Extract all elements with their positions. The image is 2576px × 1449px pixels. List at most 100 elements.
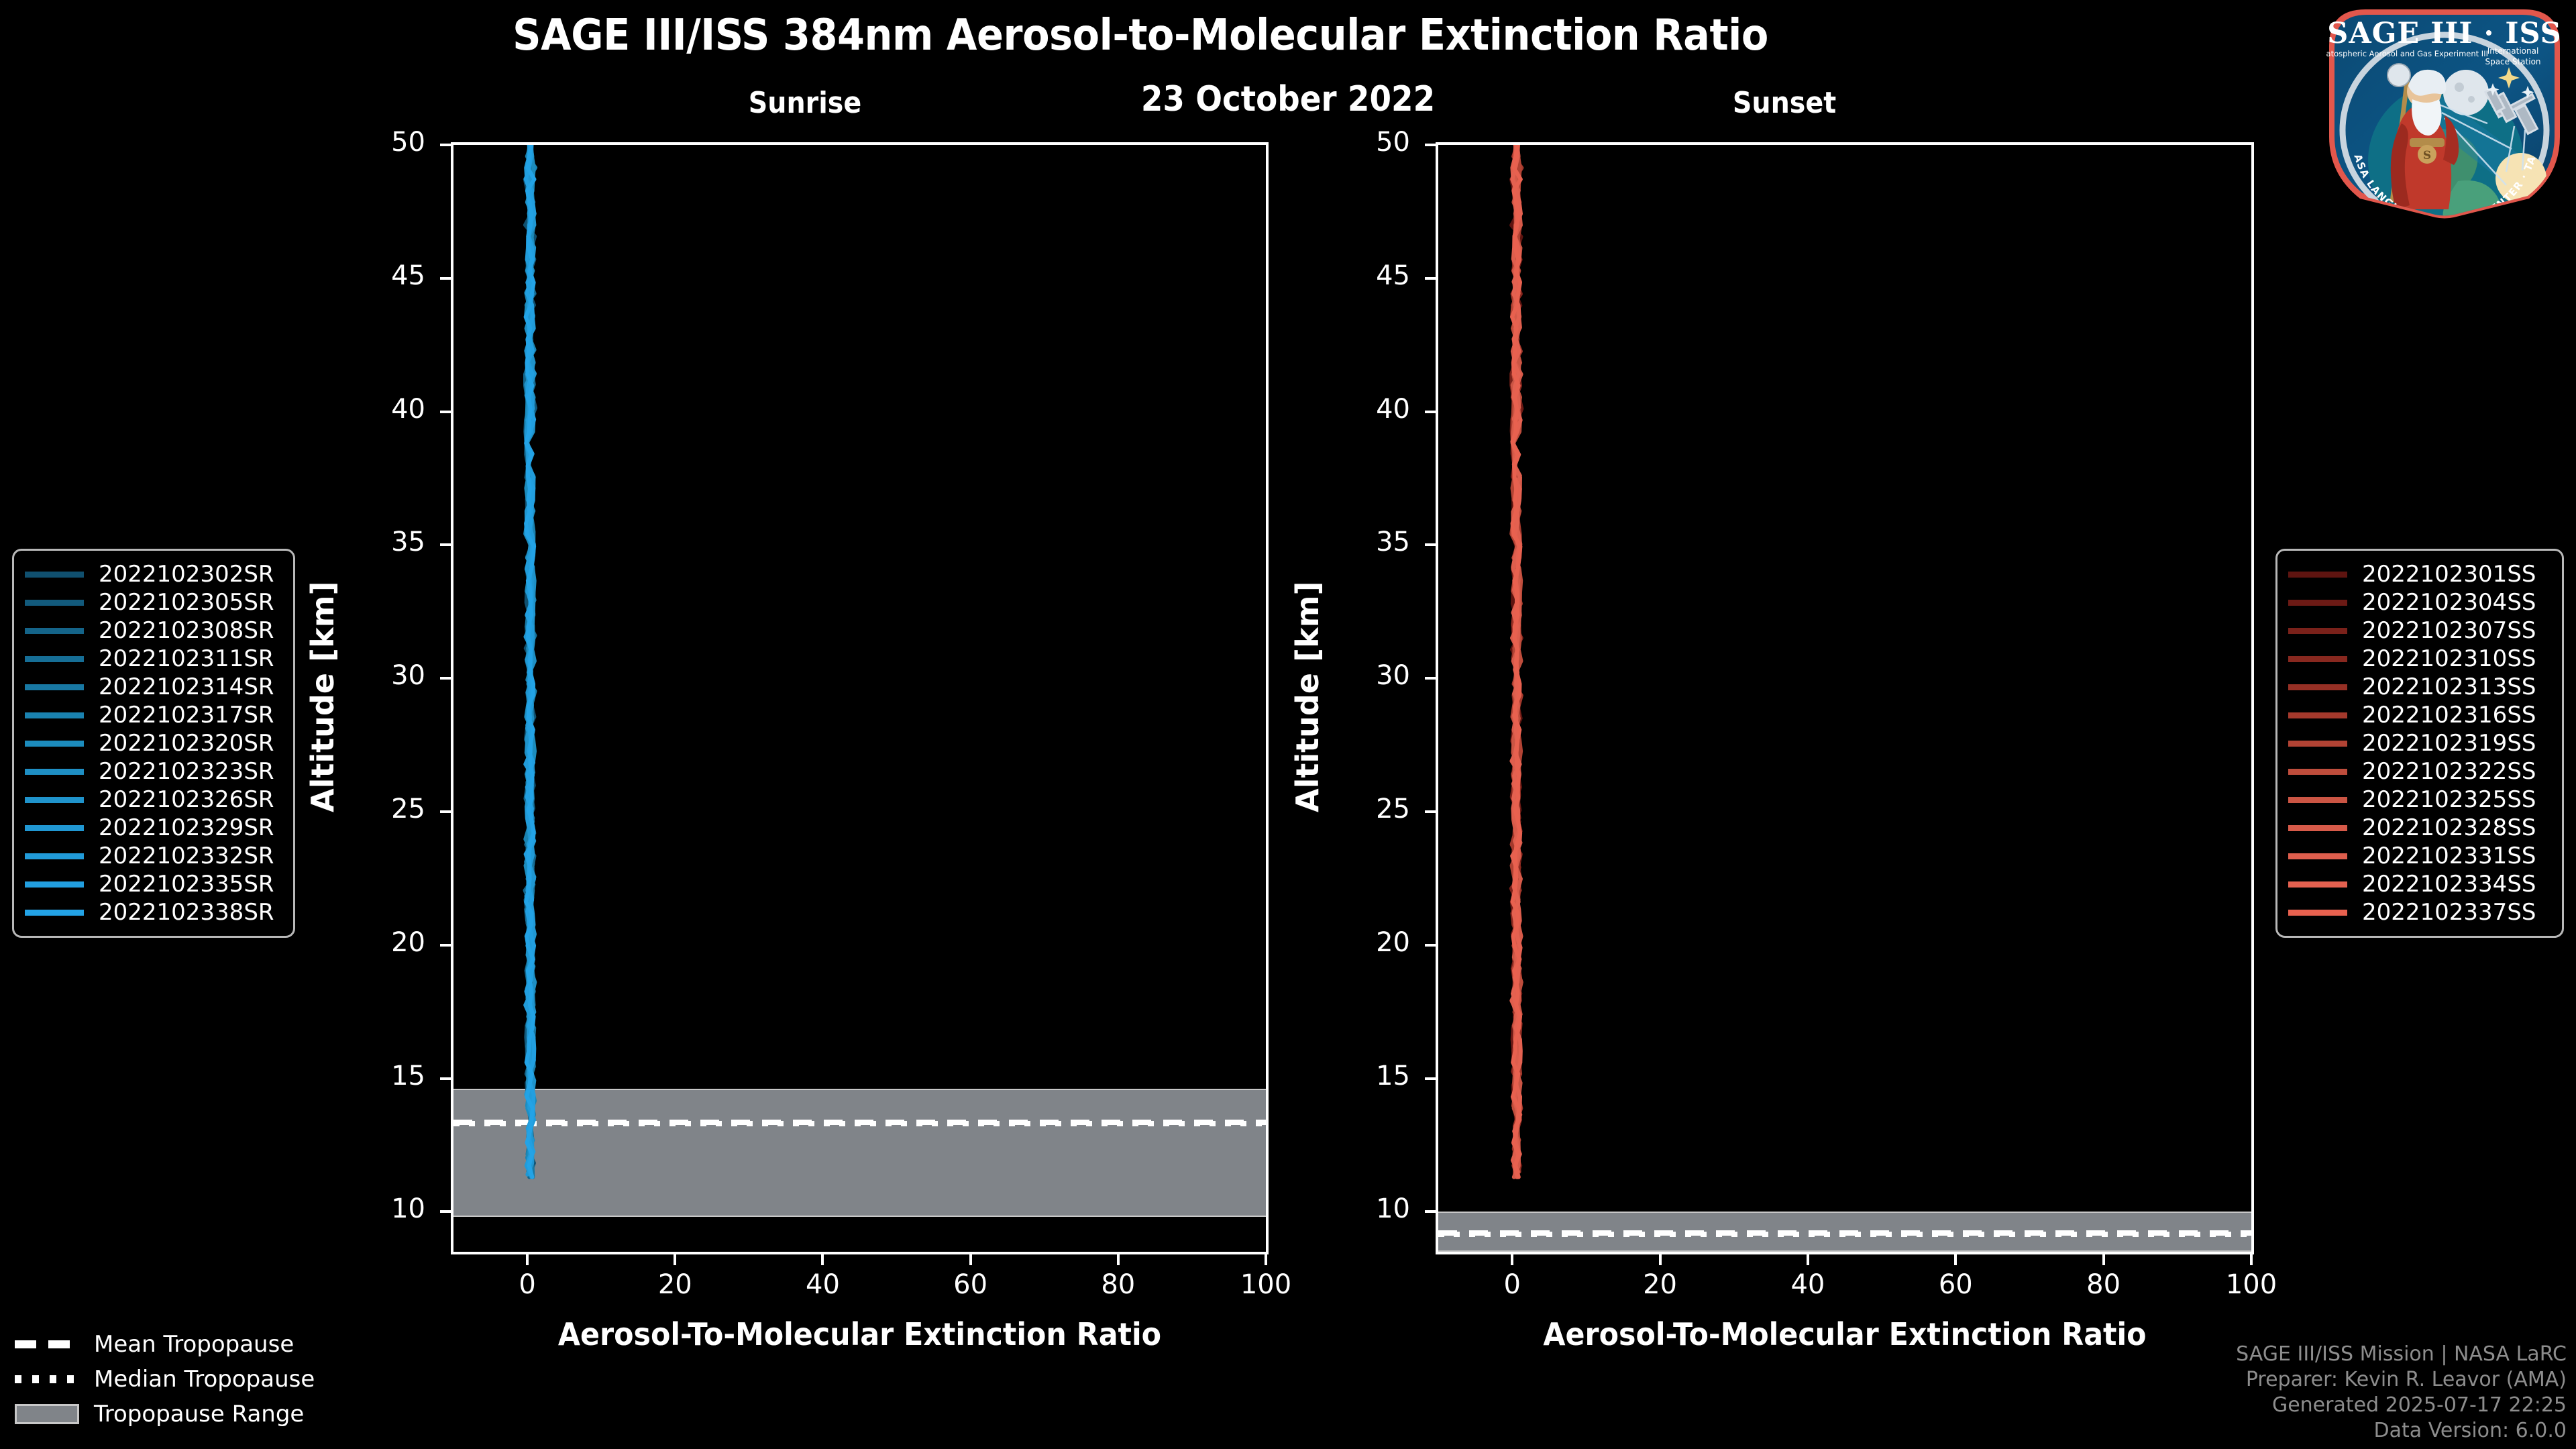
legend-item[interactable]: 2022102308SR: [25, 616, 282, 645]
legend-item-label: 2022102325SS: [2362, 786, 2536, 813]
legend-item[interactable]: 2022102326SR: [25, 786, 282, 814]
legend-color-swatch: [2288, 824, 2347, 831]
y-tick-label: 40: [391, 393, 425, 425]
legend-item-label: 2022102337SS: [2362, 899, 2536, 926]
tropopause-legend-label: Tropopause Range: [94, 1401, 305, 1428]
logo-ring: [2339, 32, 2550, 216]
legend-item-label: 2022102305SR: [99, 589, 274, 616]
legend-color-swatch: [2288, 599, 2347, 606]
x-tick-label: 100: [1240, 1269, 1292, 1300]
y-tick-mark: [440, 144, 451, 146]
legend-color-swatch: [2288, 571, 2347, 578]
median-tropopause-line: [453, 1121, 1266, 1127]
legend-color-swatch: [2288, 796, 2347, 803]
tropopause-legend-label: Mean Tropopause: [94, 1331, 294, 1358]
legend-item[interactable]: 2022102332SR: [25, 842, 282, 870]
tropopause-legend-key-dot: [15, 1375, 79, 1383]
plot-area[interactable]: [451, 142, 1269, 1254]
legend-color-swatch: [2288, 627, 2347, 634]
legend-item[interactable]: 2022102313SS: [2288, 673, 2551, 701]
y-tick-mark: [440, 943, 451, 947]
legend-item[interactable]: 2022102329SR: [25, 814, 282, 842]
y-tick-mark: [440, 410, 451, 413]
y-tick-label: 45: [1376, 260, 1410, 291]
legend-item-label: 2022102302SR: [99, 561, 274, 588]
x-tick-label: 40: [1790, 1269, 1825, 1300]
x-tick-label: 60: [1938, 1269, 1973, 1300]
x-tick-label: 20: [1643, 1269, 1677, 1300]
legend-item[interactable]: 2022102323SR: [25, 757, 282, 786]
tropopause-legend-item: Median Tropopause: [15, 1362, 315, 1397]
legend-item[interactable]: 2022102304SS: [2288, 588, 2551, 616]
legend-item[interactable]: 2022102305SR: [25, 588, 282, 616]
legend-color-swatch: [2288, 853, 2347, 859]
legend-item[interactable]: 2022102331SS: [2288, 842, 2551, 870]
legend-item[interactable]: 2022102301SS: [2288, 560, 2551, 588]
credits-block: SAGE III/ISS Mission | NASA LaRC Prepare…: [2236, 1342, 2567, 1444]
y-tick-label: 15: [391, 1060, 425, 1091]
y-tick-mark: [1425, 144, 1436, 146]
credits-line-3: Generated 2025-07-17 22:25: [2271, 1393, 2567, 1417]
tropopause-legend-item: Mean Tropopause: [15, 1327, 315, 1362]
legend-item[interactable]: 2022102307SS: [2288, 616, 2551, 645]
legend-item[interactable]: 2022102317SR: [25, 701, 282, 729]
profile-lines-group: [523, 145, 538, 1179]
y-axis-title: Altitude [km]: [305, 581, 341, 812]
y-tick-mark: [1425, 943, 1436, 947]
x-tick-mark: [1116, 1254, 1120, 1265]
legend-item[interactable]: 2022102316SS: [2288, 701, 2551, 729]
plot-inner: [453, 145, 1266, 1252]
y-tick-label: 25: [391, 793, 425, 824]
plot-area[interactable]: [1436, 142, 2254, 1254]
legend-color-swatch: [25, 599, 84, 606]
legend-item[interactable]: 2022102328SS: [2288, 814, 2551, 842]
legend-item[interactable]: 2022102325SS: [2288, 786, 2551, 814]
legend-item[interactable]: 2022102311SR: [25, 645, 282, 673]
legend-item[interactable]: 2022102310SS: [2288, 645, 2551, 673]
credits-line-1: SAGE III/ISS Mission | NASA LaRC: [2236, 1342, 2567, 1366]
y-tick-mark: [1425, 543, 1436, 547]
legend-item[interactable]: 2022102319SS: [2288, 729, 2551, 757]
y-tick-label: 45: [391, 260, 425, 291]
sunset-series-legend[interactable]: 2022102301SS 2022102304SS 2022102307SS 2022…: [2275, 549, 2564, 938]
y-tick-label: 30: [1376, 660, 1410, 692]
y-tick-label: 30: [391, 660, 425, 692]
logo-figure: S: [2390, 69, 2459, 209]
credits-line-4: Data Version: 6.0.0: [2373, 1418, 2567, 1442]
legend-item-label: 2022102319SS: [2362, 730, 2536, 757]
legend-color-swatch: [25, 909, 84, 916]
x-tick-label: 0: [1503, 1269, 1521, 1300]
legend-item[interactable]: 2022102334SS: [2288, 870, 2551, 898]
sunrise-panel-label: Sunrise: [748, 86, 862, 120]
legend-item[interactable]: 2022102338SR: [25, 898, 282, 926]
legend-item[interactable]: 2022102322SS: [2288, 757, 2551, 786]
x-tick-mark: [2250, 1254, 2253, 1265]
y-tick-label: 10: [391, 1193, 425, 1225]
legend-item[interactable]: 2022102302SR: [25, 560, 282, 588]
svg-text:S: S: [2423, 149, 2431, 162]
x-tick-mark: [1658, 1254, 1662, 1265]
legend-item[interactable]: 2022102314SR: [25, 673, 282, 701]
legend-item-label: 2022102334SS: [2362, 871, 2536, 898]
plot-inner: [1438, 145, 2251, 1252]
legend-item[interactable]: 2022102335SR: [25, 870, 282, 898]
logo-staff-orb: [2387, 63, 2411, 87]
tropopause-legend-item: Tropopause Range: [15, 1397, 315, 1432]
legend-item-label: 2022102326SR: [99, 786, 274, 813]
y-tick-mark: [1425, 1077, 1436, 1080]
y-tick-label: 20: [1376, 926, 1410, 958]
legend-item-label: 2022102322SS: [2362, 758, 2536, 785]
legend-item-label: 2022102328SS: [2362, 814, 2536, 841]
profile-line: [1510, 145, 1523, 1179]
legend-item-label: 2022102320SR: [99, 730, 274, 757]
y-tick-label: 50: [1376, 127, 1410, 158]
sunrise-series-legend[interactable]: 2022102302SR 2022102305SR 2022102308SR 2022…: [12, 549, 295, 938]
profile-lines-group: [1509, 145, 1524, 1179]
legend-item[interactable]: 2022102337SS: [2288, 898, 2551, 926]
logo-subtitle-left: Stratospheric Aerosol and Gas Experiment…: [2326, 49, 2488, 58]
legend-item-label: 2022102316SS: [2362, 702, 2536, 729]
legend-item[interactable]: 2022102320SR: [25, 729, 282, 757]
date-subtitle: 23 October 2022: [1140, 79, 1436, 119]
legend-item-label: 2022102307SS: [2362, 617, 2536, 644]
x-tick-mark: [969, 1254, 972, 1265]
